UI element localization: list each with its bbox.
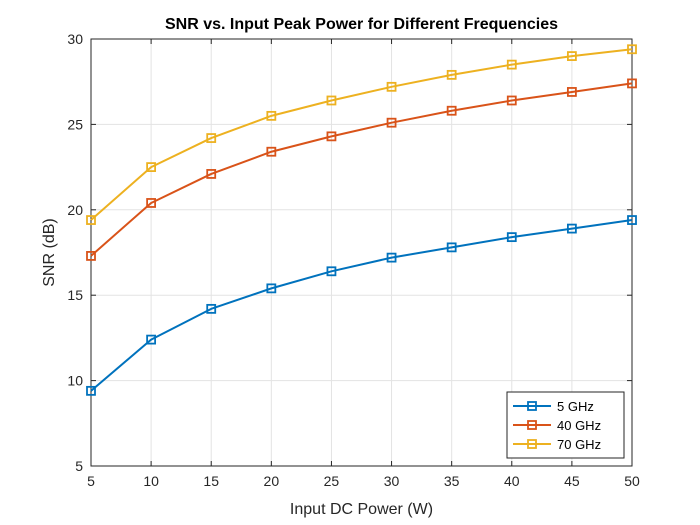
- series-line: [90, 219, 633, 392]
- y-tick-label: 10: [67, 373, 83, 389]
- x-tick-label: 10: [143, 473, 159, 489]
- series-layer: [86, 44, 637, 396]
- y-tick-label: 20: [67, 202, 83, 218]
- data-point-marker: [506, 59, 517, 70]
- legend-label: 70 GHz: [557, 437, 601, 452]
- legend-label: 5 GHz: [557, 399, 594, 414]
- x-tick-label: 25: [324, 473, 340, 489]
- x-tick-label: 5: [87, 473, 95, 489]
- data-point-marker: [146, 162, 157, 173]
- y-tick-label: 25: [67, 116, 83, 132]
- data-point-marker: [386, 81, 397, 92]
- y-tick-label: 30: [67, 31, 83, 47]
- data-point-marker: [446, 242, 457, 253]
- series-line: [90, 48, 633, 221]
- data-point-marker: [266, 283, 277, 294]
- x-tick-label: 20: [264, 473, 280, 489]
- data-point-marker: [627, 215, 637, 225]
- data-point-marker: [627, 78, 637, 89]
- data-point-marker: [206, 169, 217, 179]
- data-point-marker: [386, 252, 397, 263]
- data-point-marker: [146, 334, 157, 345]
- y-tick-label: 5: [75, 458, 83, 474]
- data-point-marker: [326, 95, 337, 106]
- data-point-marker: [566, 51, 577, 61]
- x-tick-label: 40: [504, 473, 520, 489]
- legend-item: 5 GHz: [513, 399, 594, 414]
- data-point-marker: [386, 117, 397, 128]
- data-point-marker: [446, 105, 457, 116]
- data-point-marker: [326, 131, 337, 142]
- data-point-marker: [506, 95, 517, 106]
- axis-ticks: 5 10 15 20 25 30 35 40 45 50 5 10 15 20 25 30: [67, 31, 640, 489]
- x-tick-label: 30: [384, 473, 400, 489]
- data-point-marker: [146, 198, 157, 208]
- data-point-marker: [266, 110, 277, 121]
- data-point-marker: [326, 266, 337, 277]
- y-axis-label: SNR (dB): [41, 218, 58, 286]
- y-tick-label: 15: [67, 287, 83, 303]
- legend-marker: [527, 439, 537, 449]
- legend-item: 70 GHz: [513, 437, 601, 452]
- data-point-marker: [86, 215, 96, 225]
- data-point-marker: [566, 87, 577, 97]
- data-point-marker: [86, 251, 96, 261]
- x-axis-label: Input DC Power (W): [290, 501, 433, 518]
- data-point-marker: [506, 232, 517, 243]
- x-tick-label: 50: [624, 473, 640, 489]
- x-tick-label: 15: [203, 473, 219, 489]
- legend-marker: [527, 401, 537, 411]
- legend-item: 40 GHz: [513, 418, 601, 433]
- series: [86, 78, 637, 261]
- series: [86, 44, 637, 225]
- data-point-marker: [446, 69, 457, 80]
- x-tick-label: 45: [564, 473, 580, 489]
- series: [86, 215, 637, 396]
- legend: 5 GHz 40 GHz 70 GHz: [506, 391, 625, 459]
- data-point-marker: [266, 146, 277, 157]
- data-point-marker: [566, 223, 577, 234]
- data-point-marker: [627, 44, 637, 55]
- series-line: [90, 82, 633, 257]
- data-point-marker: [206, 303, 217, 314]
- legend-marker: [527, 420, 537, 430]
- data-point-marker: [206, 133, 217, 143]
- x-tick-label: 35: [444, 473, 460, 489]
- data-point-marker: [86, 385, 96, 396]
- chart-title: SNR vs. Input Peak Power for Different F…: [165, 16, 558, 33]
- legend-label: 40 GHz: [557, 418, 601, 433]
